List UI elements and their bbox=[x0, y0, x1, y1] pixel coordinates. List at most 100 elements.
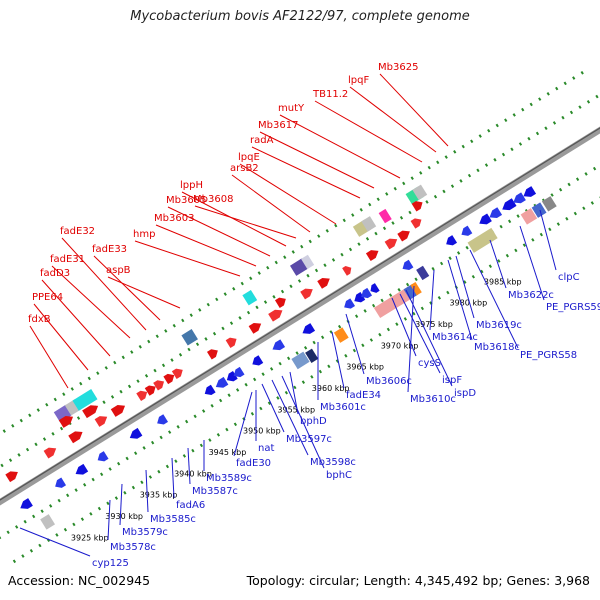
forward-gene-label: Mb3617 bbox=[258, 120, 298, 131]
forward-gene-label: lpqF bbox=[348, 75, 369, 86]
genome-title: Mycobacterium bovis AF2122/97, complete … bbox=[130, 9, 470, 24]
reverse-gene-leader bbox=[489, 239, 507, 289]
genome-axis bbox=[0, 126, 600, 506]
axis-tick-label: 3925 kbp bbox=[71, 533, 109, 542]
reverse-gene-label: PE_PGRS59 bbox=[546, 302, 600, 313]
forward-gene-glyph-6 bbox=[144, 385, 156, 396]
forward-gene-glyph-2 bbox=[68, 431, 83, 444]
track-dotted-line-0 bbox=[12, 196, 600, 564]
axis-tick-label: 3960 kbp bbox=[312, 384, 350, 393]
reverse-gene-leader bbox=[345, 313, 365, 375]
reverse-gene-label: Mb3589c bbox=[206, 473, 252, 484]
forward-gene-label: fadD3 bbox=[40, 268, 70, 279]
reverse-gene-glyph-1 bbox=[55, 477, 67, 488]
reverse-gene-leader bbox=[171, 457, 175, 499]
forward-gene-leader bbox=[251, 146, 361, 199]
reverse-gene-label: Mb3579c bbox=[122, 527, 168, 538]
forward-gene-box-6 bbox=[301, 254, 315, 270]
reverse-gene-box-11 bbox=[541, 196, 557, 212]
forward-gene-glyph-10 bbox=[206, 349, 218, 360]
forward-gene-label: aspB bbox=[106, 265, 131, 276]
reverse-gene-label: clpC bbox=[558, 272, 580, 283]
reverse-gene-label: cyp125 bbox=[92, 558, 129, 569]
forward-gene-box-3 bbox=[181, 329, 198, 346]
forward-gene-leader bbox=[379, 73, 449, 147]
reverse-gene-glyph-8 bbox=[226, 371, 238, 382]
forward-gene-glyph-20 bbox=[397, 230, 410, 242]
forward-gene-label: Mb3625 bbox=[378, 62, 418, 73]
reverse-gene-label: Mb3601c bbox=[320, 402, 366, 413]
forward-gene-label: fadE33 bbox=[92, 244, 127, 255]
reverse-gene-glyph-10 bbox=[252, 355, 264, 366]
reverse-gene-glyph-12 bbox=[302, 323, 316, 334]
reverse-gene-label: cysS bbox=[418, 358, 441, 369]
axis-tick-label: 3940 kbp bbox=[174, 469, 212, 478]
reverse-gene-label: nat bbox=[258, 443, 274, 454]
forward-gene-leader bbox=[61, 237, 147, 331]
forward-gene-label: PPE64 bbox=[32, 292, 63, 303]
reverse-gene-leader bbox=[261, 383, 285, 433]
forward-gene-glyph-extra-1 bbox=[82, 405, 99, 419]
reverse-gene-leader bbox=[429, 269, 435, 331]
forward-gene-leader bbox=[155, 224, 257, 267]
track-dotted-line-3 bbox=[0, 68, 588, 436]
reverse-gene-box-1 bbox=[291, 351, 310, 370]
forward-gene-glyph-9 bbox=[171, 368, 183, 379]
reverse-gene-label: Mb3597c bbox=[286, 434, 332, 445]
reverse-gene-leader bbox=[233, 391, 253, 457]
reverse-gene-label: ispD bbox=[454, 388, 476, 399]
reverse-gene-glyph-21 bbox=[489, 207, 503, 219]
axis-tick-label: 3965 kbp bbox=[346, 363, 384, 372]
axis-tick-label: 3975 kbp bbox=[415, 320, 453, 329]
forward-gene-glyph-15 bbox=[300, 288, 313, 300]
axis-tick-label: 3980 kbp bbox=[450, 299, 488, 308]
reverse-gene-label: fadE30 bbox=[236, 458, 271, 469]
reverse-gene-glyph-23 bbox=[513, 192, 526, 204]
reverse-gene-glyph-24 bbox=[523, 186, 537, 197]
reverse-gene-leader bbox=[187, 447, 191, 485]
track-dotted-line-2 bbox=[0, 92, 600, 469]
forward-gene-box-9 bbox=[378, 208, 392, 224]
forward-gene-box-8 bbox=[361, 216, 377, 232]
reverse-gene-label: Mb3619c bbox=[476, 320, 522, 331]
forward-gene-label: radA bbox=[250, 135, 274, 146]
reverse-gene-label: Mb3578c bbox=[110, 542, 156, 553]
forward-gene-glyph-7 bbox=[153, 380, 165, 391]
forward-gene-leader bbox=[314, 100, 423, 163]
axis-tick-label: 3945 kbp bbox=[209, 448, 247, 457]
forward-gene-leader bbox=[194, 205, 297, 239]
forward-gene-box-4 bbox=[242, 289, 258, 306]
reverse-gene-label: bphC bbox=[326, 470, 352, 481]
forward-gene-leader bbox=[239, 163, 337, 225]
reverse-gene-glyph-5 bbox=[157, 414, 169, 425]
reverse-gene-leader bbox=[119, 483, 123, 526]
forward-gene-glyph-19 bbox=[384, 238, 398, 250]
axis-tick-label: 3930 kbp bbox=[105, 512, 143, 521]
reverse-gene-leader bbox=[447, 259, 473, 341]
forward-gene-label: fadE32 bbox=[60, 226, 95, 237]
reverse-gene-leader bbox=[455, 255, 475, 319]
axis-tick-label: 3985 kbp bbox=[484, 277, 522, 286]
reverse-gene-leader bbox=[289, 371, 299, 415]
reverse-gene-glyph-14 bbox=[354, 292, 366, 303]
forward-gene-glyph-12 bbox=[248, 322, 262, 334]
reverse-gene-label: bphD bbox=[300, 416, 327, 427]
reverse-gene-box-3 bbox=[333, 327, 349, 343]
forward-gene-glyph-18 bbox=[365, 250, 379, 261]
forward-gene-glyph-21 bbox=[410, 218, 422, 229]
reverse-gene-glyph-16 bbox=[370, 283, 380, 293]
genome-map: 3925 kbp 3930 kbp 3935 kbp 3940 kbp 3945 kbp… bbox=[0, 62, 600, 569]
reverse-gene-leader bbox=[519, 225, 545, 301]
reverse-gene-glyph-6 bbox=[204, 384, 216, 396]
forward-gene-label: fadE31 bbox=[50, 254, 85, 265]
forward-gene-leader bbox=[181, 191, 287, 247]
forward-gene-leader bbox=[41, 279, 111, 357]
reverse-gene-leader bbox=[391, 297, 417, 357]
forward-gene-glyph-extra-0 bbox=[58, 416, 74, 428]
forward-gene-label: Mb3605 bbox=[166, 195, 206, 206]
forward-gene-leader bbox=[134, 240, 241, 277]
reverse-gene-glyph-3 bbox=[97, 451, 109, 462]
forward-gene-label: lpqE bbox=[238, 152, 260, 163]
reverse-gene-glyph-2 bbox=[75, 463, 89, 475]
